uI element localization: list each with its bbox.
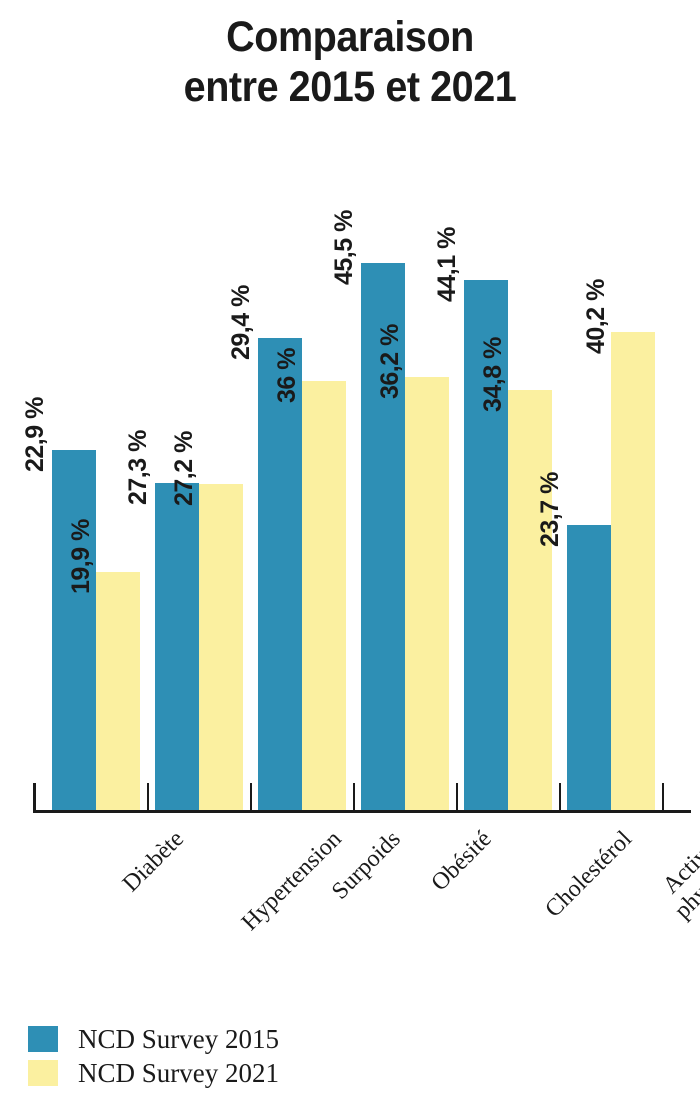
x-axis-tick-0 bbox=[33, 783, 35, 811]
bar-hypertension-2021 bbox=[199, 484, 243, 810]
bar-value-label: 29,4 % bbox=[227, 285, 255, 360]
x-axis-tick-2 bbox=[250, 783, 252, 811]
bar-diabète-2015 bbox=[52, 450, 96, 810]
bar-cholestérol-2015 bbox=[464, 280, 508, 810]
bar-value-label: 22,9 % bbox=[21, 397, 49, 472]
bar-value-label: 45,5 % bbox=[330, 210, 358, 285]
legend-item-2021: NCD Survey 2021 bbox=[28, 1056, 279, 1090]
x-axis-category-label-4: Cholestérol bbox=[540, 826, 638, 923]
x-axis-category-label-0: Diabète bbox=[117, 826, 190, 898]
legend-label-2015: NCD Survey 2015 bbox=[78, 1023, 279, 1054]
bar-value-label: 40,2 % bbox=[582, 279, 610, 354]
bar-value-label: 23,7 % bbox=[536, 472, 564, 547]
bar-activité-2021 bbox=[611, 332, 655, 810]
bar-value-label: 44,1 % bbox=[433, 227, 461, 302]
bar-hypertension-2015 bbox=[155, 483, 199, 810]
legend-swatch-2021-icon bbox=[28, 1060, 58, 1086]
x-axis-tick-5 bbox=[559, 783, 561, 811]
bar-value-label: 27,3 % bbox=[124, 430, 152, 505]
bar-diabète-2021 bbox=[96, 572, 140, 810]
legend-item-2015: NCD Survey 2015 bbox=[28, 1022, 279, 1056]
bar-activité-2015 bbox=[567, 525, 611, 810]
bar-value-label: 27,2 % bbox=[170, 431, 198, 506]
x-axis-tick-6 bbox=[662, 783, 664, 811]
x-axis-category-label-1: Hypertension bbox=[236, 826, 347, 936]
bar-obésité-2021 bbox=[405, 377, 449, 810]
chart-title: Comparaison entre 2015 et 2021 bbox=[183, 13, 517, 111]
x-axis-tick-4 bbox=[456, 783, 458, 811]
legend-swatch-2015-icon bbox=[28, 1026, 58, 1052]
bar-value-label: 36 % bbox=[273, 348, 301, 403]
bar-surpoids-2015 bbox=[258, 338, 302, 810]
x-axis-line bbox=[33, 810, 691, 813]
bar-value-label: 19,9 % bbox=[67, 519, 95, 594]
x-axis-tick-3 bbox=[353, 783, 355, 811]
x-axis-category-label-5: Activité physique (30 mins au quotidien) bbox=[657, 826, 700, 925]
bar-cholestérol-2021 bbox=[508, 390, 552, 810]
x-axis-category-label-3: Obésité bbox=[426, 826, 497, 897]
x-axis-tick-1 bbox=[147, 783, 149, 811]
bar-obésité-2015 bbox=[361, 263, 405, 810]
bar-value-label: 36,2 % bbox=[376, 324, 404, 399]
bar-value-label: 34,8 % bbox=[479, 337, 507, 412]
legend-label-2021: NCD Survey 2021 bbox=[78, 1057, 279, 1088]
bar-surpoids-2021 bbox=[302, 381, 346, 810]
chart-legend: NCD Survey 2015 NCD Survey 2021 bbox=[28, 1022, 279, 1090]
